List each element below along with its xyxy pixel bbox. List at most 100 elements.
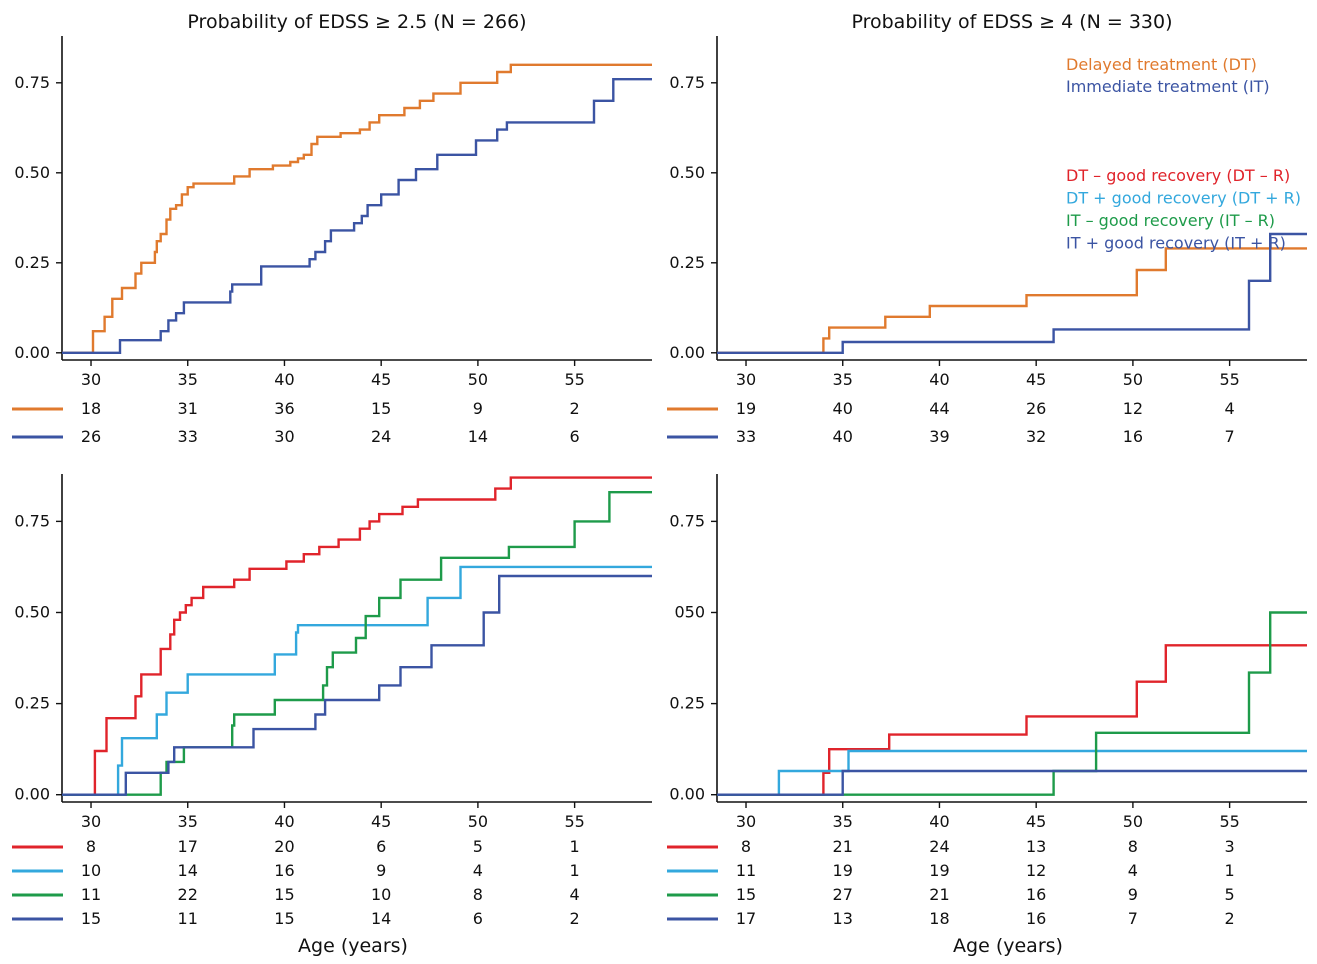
risk-count: 4 bbox=[1225, 399, 1235, 418]
risk-count: 6 bbox=[473, 909, 483, 928]
x-tick-label: 35 bbox=[178, 812, 198, 831]
risk-count: 15 bbox=[274, 909, 294, 928]
x-tick-label: 50 bbox=[1123, 812, 1143, 831]
legend-entry-dt_minus_r: DT – good recovery (DT – R) bbox=[1066, 166, 1290, 185]
risk-count: 7 bbox=[1128, 909, 1138, 928]
y-tick-label: 0.75 bbox=[669, 73, 705, 92]
risk-count: 1 bbox=[570, 861, 580, 880]
x-tick-label: 55 bbox=[564, 812, 584, 831]
series-line-dt bbox=[62, 63, 652, 354]
y-tick-label: 0.25 bbox=[14, 694, 50, 713]
chart-title: Probability of EDSS ≥ 2.5 (N = 266) bbox=[187, 11, 526, 33]
risk-count: 33 bbox=[736, 427, 756, 446]
y-tick-label: 0.00 bbox=[14, 785, 50, 804]
risk-count: 8 bbox=[741, 837, 751, 856]
risk-count: 19 bbox=[929, 861, 949, 880]
y-tick-label: 0.00 bbox=[669, 343, 705, 362]
x-tick-label: 55 bbox=[1219, 370, 1239, 389]
risk-count: 17 bbox=[736, 909, 756, 928]
risk-count: 21 bbox=[929, 885, 949, 904]
y-tick-label: 050 bbox=[674, 602, 705, 621]
y-tick-label: 0.50 bbox=[14, 602, 50, 621]
risk-count: 4 bbox=[570, 885, 580, 904]
risk-count: 15 bbox=[371, 399, 391, 418]
series-line-it bbox=[62, 78, 652, 354]
legend-entry-dt: Delayed treatment (DT) bbox=[1066, 55, 1257, 74]
risk-count: 39 bbox=[929, 427, 949, 446]
risk-count: 4 bbox=[473, 861, 483, 880]
x-tick-label: 45 bbox=[371, 812, 391, 831]
x-tick-label: 30 bbox=[736, 370, 756, 389]
legend-entry-it_plus_r: IT + good recovery (IT + R) bbox=[1066, 234, 1286, 253]
x-tick-label: 45 bbox=[1026, 370, 1046, 389]
risk-count: 10 bbox=[81, 861, 101, 880]
x-tick-label: 40 bbox=[929, 812, 949, 831]
risk-count: 15 bbox=[81, 909, 101, 928]
risk-count: 1 bbox=[1225, 861, 1235, 880]
series-line-it bbox=[717, 232, 1307, 354]
x-tick-label: 35 bbox=[833, 812, 853, 831]
risk-count: 5 bbox=[473, 837, 483, 856]
risk-count: 12 bbox=[1123, 399, 1143, 418]
x-tick-label: 55 bbox=[564, 370, 584, 389]
series-line-it_plus_r bbox=[717, 769, 1307, 796]
risk-count: 40 bbox=[833, 427, 853, 446]
risk-count: 8 bbox=[473, 885, 483, 904]
risk-count: 18 bbox=[81, 399, 101, 418]
risk-count: 6 bbox=[570, 427, 580, 446]
x-tick-label: 40 bbox=[274, 370, 294, 389]
chart-panel-top-right: Probability of EDSS ≥ 4 (N = 330) 0.00 0.2… bbox=[667, 11, 1307, 446]
risk-count: 19 bbox=[736, 399, 756, 418]
risk-count: 8 bbox=[86, 837, 96, 856]
y-tick-label: 0.00 bbox=[14, 343, 50, 362]
x-tick-label: 45 bbox=[1026, 812, 1046, 831]
x-tick-label: 50 bbox=[1123, 370, 1143, 389]
risk-count: 9 bbox=[473, 399, 483, 418]
series-line-dt bbox=[717, 247, 1307, 354]
risk-count: 24 bbox=[371, 427, 391, 446]
x-tick-label: 50 bbox=[468, 370, 488, 389]
y-tick-label: 0.75 bbox=[669, 511, 705, 530]
risk-count: 19 bbox=[833, 861, 853, 880]
risk-count: 26 bbox=[1026, 399, 1046, 418]
risk-count: 9 bbox=[376, 861, 386, 880]
risk-count: 27 bbox=[833, 885, 853, 904]
risk-count: 8 bbox=[1128, 837, 1138, 856]
risk-count: 14 bbox=[371, 909, 391, 928]
x-axis-label: Age (years) bbox=[953, 935, 1063, 957]
risk-count: 13 bbox=[833, 909, 853, 928]
series-line-it_minus_r bbox=[62, 491, 652, 796]
x-tick-label: 35 bbox=[833, 370, 853, 389]
series-line-dt_minus_r bbox=[717, 644, 1307, 796]
x-tick-label: 30 bbox=[736, 812, 756, 831]
x-tick-label: 30 bbox=[81, 370, 101, 389]
y-tick-label: 0.50 bbox=[669, 163, 705, 182]
risk-count: 32 bbox=[1026, 427, 1046, 446]
series-line-dt_plus_r bbox=[717, 749, 1307, 796]
series-line-dt_minus_r bbox=[62, 476, 652, 796]
risk-count: 16 bbox=[274, 861, 294, 880]
risk-count: 14 bbox=[178, 861, 198, 880]
series-line-it_plus_r bbox=[62, 574, 652, 796]
x-tick-label: 30 bbox=[81, 812, 101, 831]
risk-count: 11 bbox=[736, 861, 756, 880]
y-tick-label: 0.50 bbox=[14, 163, 50, 182]
y-tick-label: 0.25 bbox=[669, 253, 705, 272]
risk-count: 6 bbox=[376, 837, 386, 856]
y-tick-label: 0.00 bbox=[669, 785, 705, 804]
risk-count: 16 bbox=[1123, 427, 1143, 446]
risk-count: 10 bbox=[371, 885, 391, 904]
chart-title: Probability of EDSS ≥ 4 (N = 330) bbox=[851, 11, 1172, 33]
risk-count: 11 bbox=[81, 885, 101, 904]
risk-count: 36 bbox=[274, 399, 294, 418]
risk-count: 2 bbox=[1225, 909, 1235, 928]
x-tick-label: 40 bbox=[929, 370, 949, 389]
legend-entry-dt_plus_r: DT + good recovery (DT + R) bbox=[1066, 189, 1301, 208]
risk-count: 15 bbox=[274, 885, 294, 904]
risk-count: 5 bbox=[1225, 885, 1235, 904]
risk-count: 24 bbox=[929, 837, 949, 856]
risk-count: 12 bbox=[1026, 861, 1046, 880]
